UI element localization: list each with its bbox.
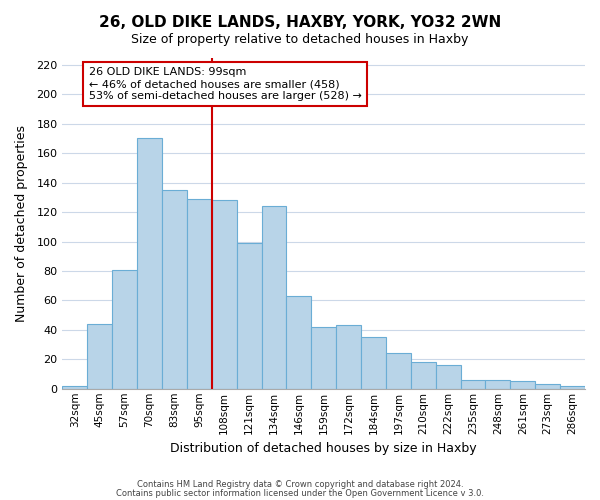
Bar	[137, 138, 162, 389]
Bar	[212, 200, 236, 389]
Bar	[162, 190, 187, 389]
Bar	[411, 362, 436, 389]
Bar	[535, 384, 560, 389]
X-axis label: Distribution of detached houses by size in Haxby: Distribution of detached houses by size …	[170, 442, 477, 455]
Bar	[311, 327, 336, 389]
Bar	[511, 382, 535, 389]
Bar	[262, 206, 286, 389]
Bar	[236, 243, 262, 389]
Bar	[112, 270, 137, 389]
Bar	[62, 386, 88, 389]
Bar	[560, 386, 585, 389]
Bar	[336, 326, 361, 389]
Bar	[286, 296, 311, 389]
Text: Contains HM Land Registry data © Crown copyright and database right 2024.: Contains HM Land Registry data © Crown c…	[137, 480, 463, 489]
Text: Contains public sector information licensed under the Open Government Licence v : Contains public sector information licen…	[116, 488, 484, 498]
Bar	[436, 365, 461, 389]
Bar	[461, 380, 485, 389]
Text: 26, OLD DIKE LANDS, HAXBY, YORK, YO32 2WN: 26, OLD DIKE LANDS, HAXBY, YORK, YO32 2W…	[99, 15, 501, 30]
Bar	[361, 337, 386, 389]
Y-axis label: Number of detached properties: Number of detached properties	[15, 124, 28, 322]
Bar	[386, 354, 411, 389]
Bar	[88, 324, 112, 389]
Bar	[187, 199, 212, 389]
Text: Size of property relative to detached houses in Haxby: Size of property relative to detached ho…	[131, 32, 469, 46]
Bar	[485, 380, 511, 389]
Text: 26 OLD DIKE LANDS: 99sqm
← 46% of detached houses are smaller (458)
53% of semi-: 26 OLD DIKE LANDS: 99sqm ← 46% of detach…	[89, 68, 361, 100]
